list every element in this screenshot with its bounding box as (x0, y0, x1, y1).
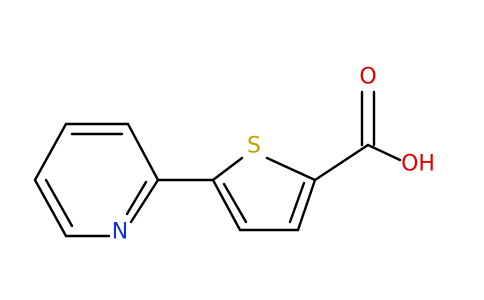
atom-label: N (112, 220, 128, 245)
bond (366, 143, 402, 162)
double-bond-inner (44, 178, 74, 228)
bond (129, 178, 160, 224)
bond (211, 178, 242, 232)
atom-label: O (359, 65, 376, 90)
atom-label: OH (401, 152, 435, 177)
bond (33, 178, 68, 238)
bonds (33, 90, 402, 238)
bond (313, 143, 370, 182)
bond (265, 156, 317, 182)
double-bond-inner (125, 180, 148, 216)
bond (33, 122, 68, 182)
bond (211, 156, 244, 182)
double-bond-inner (288, 181, 306, 224)
bond (296, 178, 317, 232)
atom-label: S (247, 134, 261, 159)
bond (126, 122, 160, 182)
double-bond-inner (222, 182, 248, 224)
